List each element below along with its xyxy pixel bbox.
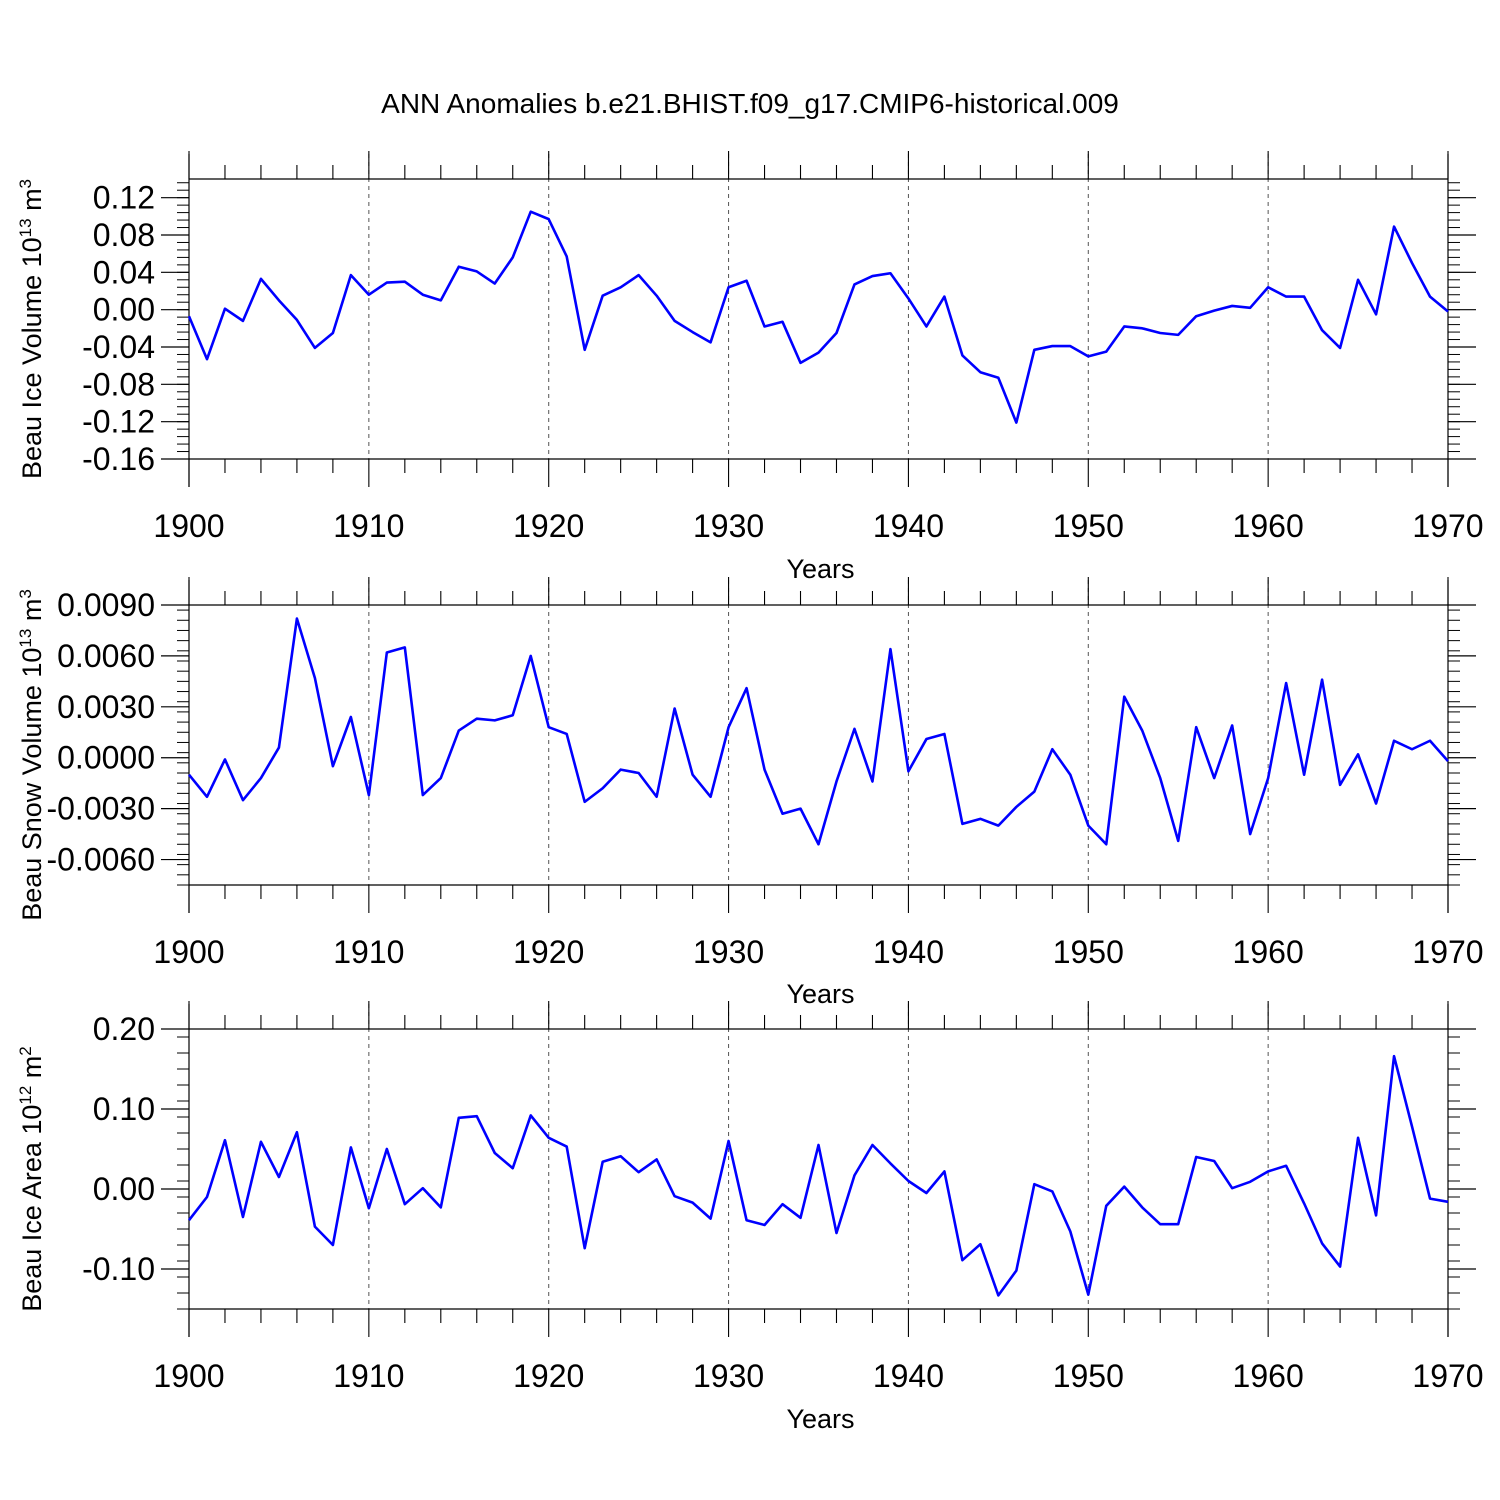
y-tick-label: -0.04: [82, 329, 155, 365]
y-tick-label: 0.04: [93, 254, 155, 290]
y-tick-label: 0.12: [93, 180, 155, 216]
chart-panel-1: -0.16-0.12-0.08-0.040.000.040.080.12 1900…: [16, 151, 1484, 584]
x-tick-label: 1910: [333, 1358, 404, 1394]
y-tick-label: 0.0000: [57, 740, 155, 776]
x-tick-label: 1920: [513, 934, 584, 970]
y-tick-label: 0.10: [93, 1091, 155, 1127]
x-tick-label: 1970: [1412, 934, 1483, 970]
x-tick-label: 1950: [1053, 1358, 1124, 1394]
x-tick-label: 1950: [1053, 934, 1124, 970]
series-line: [187, 617, 1449, 846]
y-tick-label: -0.16: [82, 441, 155, 477]
x-tick-label: 1940: [873, 1358, 944, 1394]
page-title: ANN Anomalies b.e21.BHIST.f09_g17.CMIP6-…: [381, 88, 1119, 119]
x-tick-label: 1920: [513, 1358, 584, 1394]
x-tick-label: 1910: [333, 508, 404, 544]
x-tick-label: 1930: [693, 934, 764, 970]
chart-panel-2: -0.0060 -0.0030 0.0000 0.0030 0.0060 0.0090 19…: [16, 577, 1484, 1009]
y-tick-label: -0.08: [82, 366, 155, 402]
series-line: [187, 1054, 1449, 1297]
x-tick-label: 1930: [693, 508, 764, 544]
x-tick-label: 1930: [693, 1358, 764, 1394]
x-tick-label: 1940: [873, 934, 944, 970]
y-tick-label: 0.0090: [57, 587, 155, 623]
x-tick-label: 1970: [1412, 1358, 1483, 1394]
x-axis-title: Years: [786, 554, 854, 584]
y-tick-label: -0.0030: [46, 791, 155, 827]
x-axis-title: Years: [786, 979, 854, 1009]
y-tick-label: 0.08: [93, 217, 155, 253]
y-tick-label: 0.00: [93, 1171, 155, 1207]
x-tick-label: 1910: [333, 934, 404, 970]
x-axis-title: Years: [786, 1404, 854, 1434]
x-tick-label: 1940: [873, 508, 944, 544]
x-tick-label: 1960: [1233, 1358, 1304, 1394]
x-tick-label: 1900: [153, 934, 224, 970]
x-tick-label: 1960: [1233, 508, 1304, 544]
x-tick-label: 1950: [1053, 508, 1124, 544]
y-tick-label: 0.00: [93, 292, 155, 328]
y-axis-title: Beau Ice Area 1012 m2: [16, 1046, 47, 1312]
y-tick-label: -0.12: [82, 404, 155, 440]
chart-panel-3: -0.10 0.00 0.10 0.20 1900 1910 1920 1930 1940 195…: [16, 1001, 1484, 1434]
series-line: [187, 210, 1449, 424]
x-tick-label: 1920: [513, 508, 584, 544]
y-tick-label: 0.0030: [57, 689, 155, 725]
x-tick-label: 1970: [1412, 508, 1483, 544]
y-axis-title: Beau Snow Volume 1013 m3: [16, 589, 47, 921]
y-tick-label: -0.0060: [46, 842, 155, 878]
y-tick-label: -0.10: [82, 1251, 155, 1287]
x-tick-label: 1900: [153, 1358, 224, 1394]
x-tick-label: 1900: [153, 508, 224, 544]
y-tick-label: 0.0060: [57, 638, 155, 674]
y-tick-label: 0.20: [93, 1011, 155, 1047]
x-tick-label: 1960: [1233, 934, 1304, 970]
y-axis-title: Beau Ice Volume 1013 m3: [16, 179, 47, 479]
